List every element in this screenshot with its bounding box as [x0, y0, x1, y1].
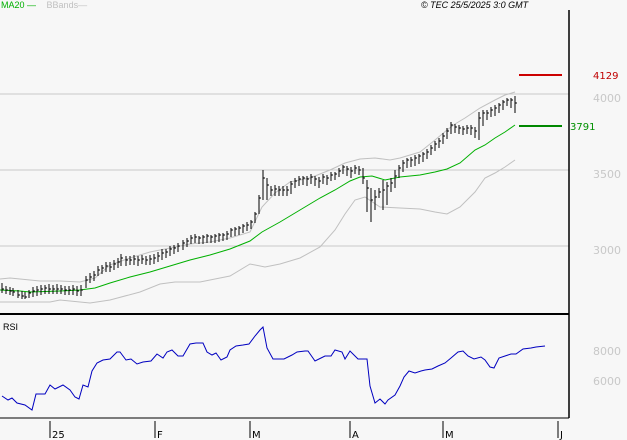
- x-axis: [49, 421, 559, 438]
- rsi-title: RSI: [3, 322, 18, 332]
- ohlc-bars: [1, 96, 517, 299]
- legend-ma20: MA20 —: [1, 0, 37, 10]
- x-tick-may: M: [445, 430, 454, 440]
- price-axis-label-3500: 3500: [593, 168, 621, 181]
- price-axis-label-3000: 3000: [593, 244, 621, 257]
- legend-bbands: BBands—: [46, 0, 88, 10]
- x-tick-apr: A: [352, 430, 359, 440]
- x-tick-mar: M: [252, 430, 261, 440]
- bbands-lower: [0, 159, 516, 304]
- bbands-upper: [0, 91, 516, 283]
- x-tick-feb: F: [157, 430, 163, 440]
- x-tick-jun: J: [559, 430, 563, 440]
- rsi-axis-label-60: 6000: [593, 375, 621, 388]
- copyright-timestamp: © TEC 25/5/2025 3:0 GMT: [421, 0, 529, 10]
- rsi-line: [1, 325, 546, 411]
- price-axis-label-4000: 4000: [593, 92, 621, 105]
- chart-legend: MA20 — BBands—: [1, 0, 87, 11]
- resistance-level-label: 4129: [593, 71, 618, 82]
- rsi-axis-label-80: 8000: [593, 345, 621, 358]
- support-level-label: 3791: [570, 122, 595, 133]
- x-tick-jan-25: 25: [52, 430, 65, 440]
- ma20-line: [0, 124, 516, 293]
